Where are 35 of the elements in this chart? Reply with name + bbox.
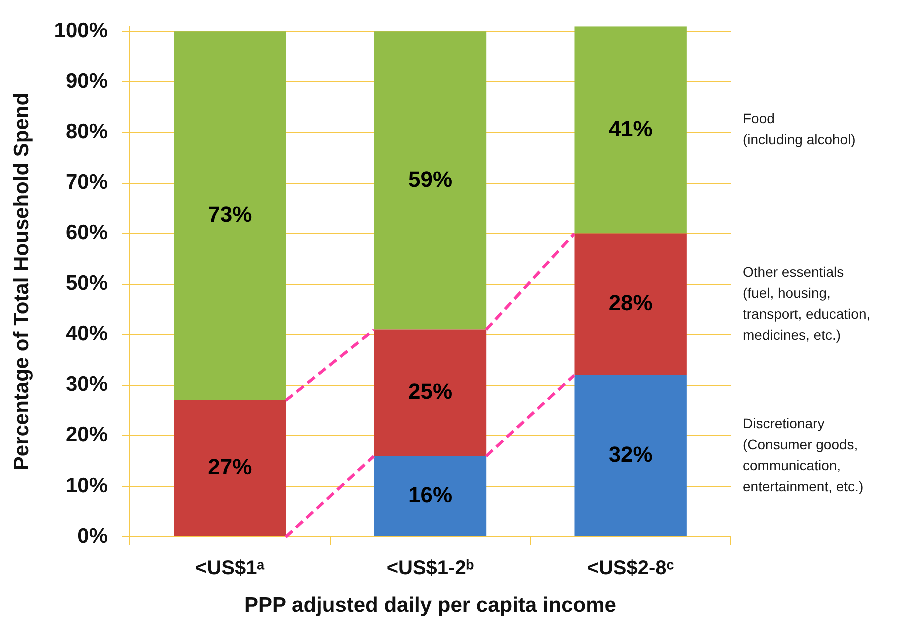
x-tick-label: <US$1ᵃ bbox=[196, 558, 266, 580]
text: Food (including alcohol) bbox=[743, 110, 856, 148]
text: Other essentials (fuel, housing, transport, education, medicines, etc.) bbox=[743, 264, 871, 343]
data-label: 41% bbox=[608, 116, 653, 142]
y-tick-label: 90% bbox=[66, 70, 108, 93]
y-tick-label: 100% bbox=[54, 19, 108, 42]
data-label: 16% bbox=[408, 482, 453, 508]
bar bbox=[374, 330, 487, 456]
bar bbox=[374, 456, 487, 536]
bar bbox=[174, 32, 286, 401]
data-label: 32% bbox=[608, 442, 653, 467]
y-tick-label: 50% bbox=[66, 272, 108, 296]
x-tick-label: <US$1-2ᵇ bbox=[386, 558, 474, 580]
bar bbox=[574, 234, 687, 376]
x-axis-title: PPP adjusted daily per capita income bbox=[244, 594, 616, 618]
y-tick-label: 40% bbox=[66, 322, 108, 346]
bar bbox=[574, 375, 687, 536]
x-tick-label: <US$2-8ᶜ bbox=[587, 558, 675, 580]
y-axis-title: Percentage of Total Household Spend bbox=[10, 92, 34, 471]
y-tick-label: 20% bbox=[66, 424, 108, 447]
data-label: 59% bbox=[408, 166, 453, 192]
y-tick-label: 30% bbox=[66, 373, 108, 396]
data-label: 28% bbox=[608, 290, 653, 316]
data-label: 25% bbox=[408, 379, 453, 404]
bar bbox=[374, 32, 487, 330]
bar bbox=[574, 26, 687, 234]
y-tick-label: 60% bbox=[66, 222, 108, 245]
y-tick-label: 10% bbox=[66, 474, 108, 498]
y-tick-label: 70% bbox=[66, 171, 108, 194]
text: Discretionary (Consumer goods, communication, entertainment, etc.) bbox=[743, 415, 864, 494]
data-label: 73% bbox=[208, 202, 252, 228]
bar bbox=[174, 400, 286, 536]
y-tick-label: 80% bbox=[66, 120, 108, 144]
y-tick-label: 0% bbox=[78, 524, 108, 548]
data-label: 27% bbox=[208, 454, 252, 480]
